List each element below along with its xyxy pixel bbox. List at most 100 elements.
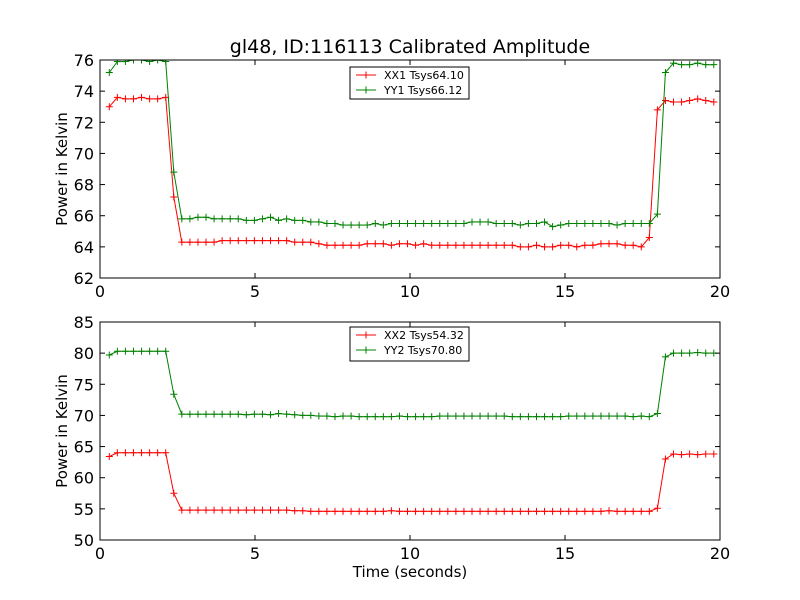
top-data-point (541, 218, 549, 226)
top-data-point (218, 237, 226, 245)
top-data-point (621, 220, 629, 227)
top-data-point (621, 241, 629, 249)
bottom-data-point (315, 412, 323, 420)
bottom-data-point (661, 455, 669, 463)
top-data-point (645, 220, 653, 227)
y-tick-label: 74 (74, 82, 94, 101)
top-data-point (226, 237, 234, 245)
bottom-data-point (395, 507, 403, 515)
bottom-series-line (109, 452, 714, 512)
top-data-point (420, 240, 428, 248)
legend-box (349, 66, 470, 100)
bottom-data-point (234, 506, 242, 514)
bottom-data-point (565, 412, 573, 420)
bottom-data-point (500, 507, 508, 515)
top-data-point (178, 215, 186, 223)
bottom-data-point (492, 507, 500, 515)
top-data-point (113, 93, 121, 101)
bottom-data-point (258, 506, 266, 514)
x-tick-label: 20 (710, 544, 730, 563)
top-series-1 (105, 93, 718, 251)
y-tick-label: 85 (74, 313, 94, 332)
top-data-point (557, 241, 565, 249)
bottom-data-point (307, 411, 315, 419)
bottom-data-point (404, 413, 412, 421)
y-tick-label: 60 (74, 469, 94, 488)
bottom-data-point (484, 412, 492, 420)
bottom-data-point (428, 507, 436, 515)
top-data-point (250, 216, 258, 224)
top-data-point (146, 95, 154, 103)
bottom-data-point (154, 347, 162, 355)
top-data-point (710, 98, 718, 106)
bottom-data-point (412, 413, 420, 421)
bottom-data-point (645, 413, 653, 421)
top-data-point (242, 216, 250, 224)
top-data-point (275, 237, 283, 245)
top-y-axis-label: Power in Kelvin (53, 112, 71, 226)
x-tick-label: 5 (250, 282, 260, 301)
top-data-point (645, 234, 653, 242)
top-legend: XX1 Tsys64.10 YY1 Tsys66.12 (349, 66, 470, 100)
bottom-data-point (670, 450, 677, 458)
y-tick-label: 72 (74, 113, 94, 132)
top-data-point (508, 241, 516, 249)
top-data-point (275, 216, 283, 224)
top-data-point (267, 237, 274, 245)
top-data-point (218, 215, 226, 223)
top-data-point (363, 221, 371, 229)
bottom-data-point (653, 410, 661, 418)
top-data-point (323, 220, 331, 227)
top-data-point (686, 96, 694, 104)
bottom-data-point (242, 411, 250, 419)
bottom-data-point (508, 413, 516, 421)
top-data-point (363, 240, 371, 248)
top-data-point (395, 240, 403, 248)
top-data-point (532, 241, 540, 249)
bottom-data-point (581, 412, 589, 420)
top-data-point (170, 168, 178, 176)
top-data-point (170, 193, 178, 201)
top-data-point (661, 68, 669, 76)
bottom-data-point (307, 507, 315, 515)
top-data-point (339, 221, 347, 229)
bottom-data-point (468, 412, 476, 420)
top-data-point (355, 241, 363, 249)
bottom-data-point (105, 351, 113, 359)
bottom-data-point (379, 507, 387, 515)
bottom-data-point (113, 449, 121, 457)
bottom-data-point (202, 506, 210, 514)
top-data-point (702, 96, 710, 104)
top-data-point (653, 210, 661, 218)
bottom-data-point (468, 507, 476, 515)
top-data-point (476, 218, 484, 226)
top-data-point (138, 93, 146, 101)
y-tick-label: 62 (74, 269, 94, 288)
bottom-series-line (109, 350, 714, 418)
bottom-data-point (395, 412, 403, 420)
top-data-point (589, 220, 597, 227)
bottom-data-point (541, 507, 549, 515)
bottom-data-point (444, 507, 452, 515)
bottom-data-point (476, 412, 484, 420)
top-data-point (234, 215, 242, 223)
top-data-point (339, 241, 347, 249)
top-data-point (186, 215, 194, 223)
bottom-legend: XX2 Tsys54.32 YY2 Tsys70.80 (349, 326, 470, 362)
top-data-point (452, 220, 460, 227)
top-data-point (315, 218, 323, 226)
top-data-point (710, 61, 718, 69)
top-data-point (484, 241, 492, 249)
top-data-point (629, 220, 637, 227)
bottom-data-point (331, 507, 339, 515)
top-data-point (605, 240, 613, 248)
top-data-point (242, 237, 250, 245)
bottom-data-point (428, 413, 436, 421)
y-tick-label: 68 (74, 176, 94, 195)
top-data-point (541, 243, 549, 251)
bottom-data-point (710, 450, 718, 458)
bottom-data-point (178, 506, 186, 514)
legend-marker (362, 346, 370, 354)
bottom-data-point (557, 413, 565, 421)
top-data-point (597, 240, 605, 248)
